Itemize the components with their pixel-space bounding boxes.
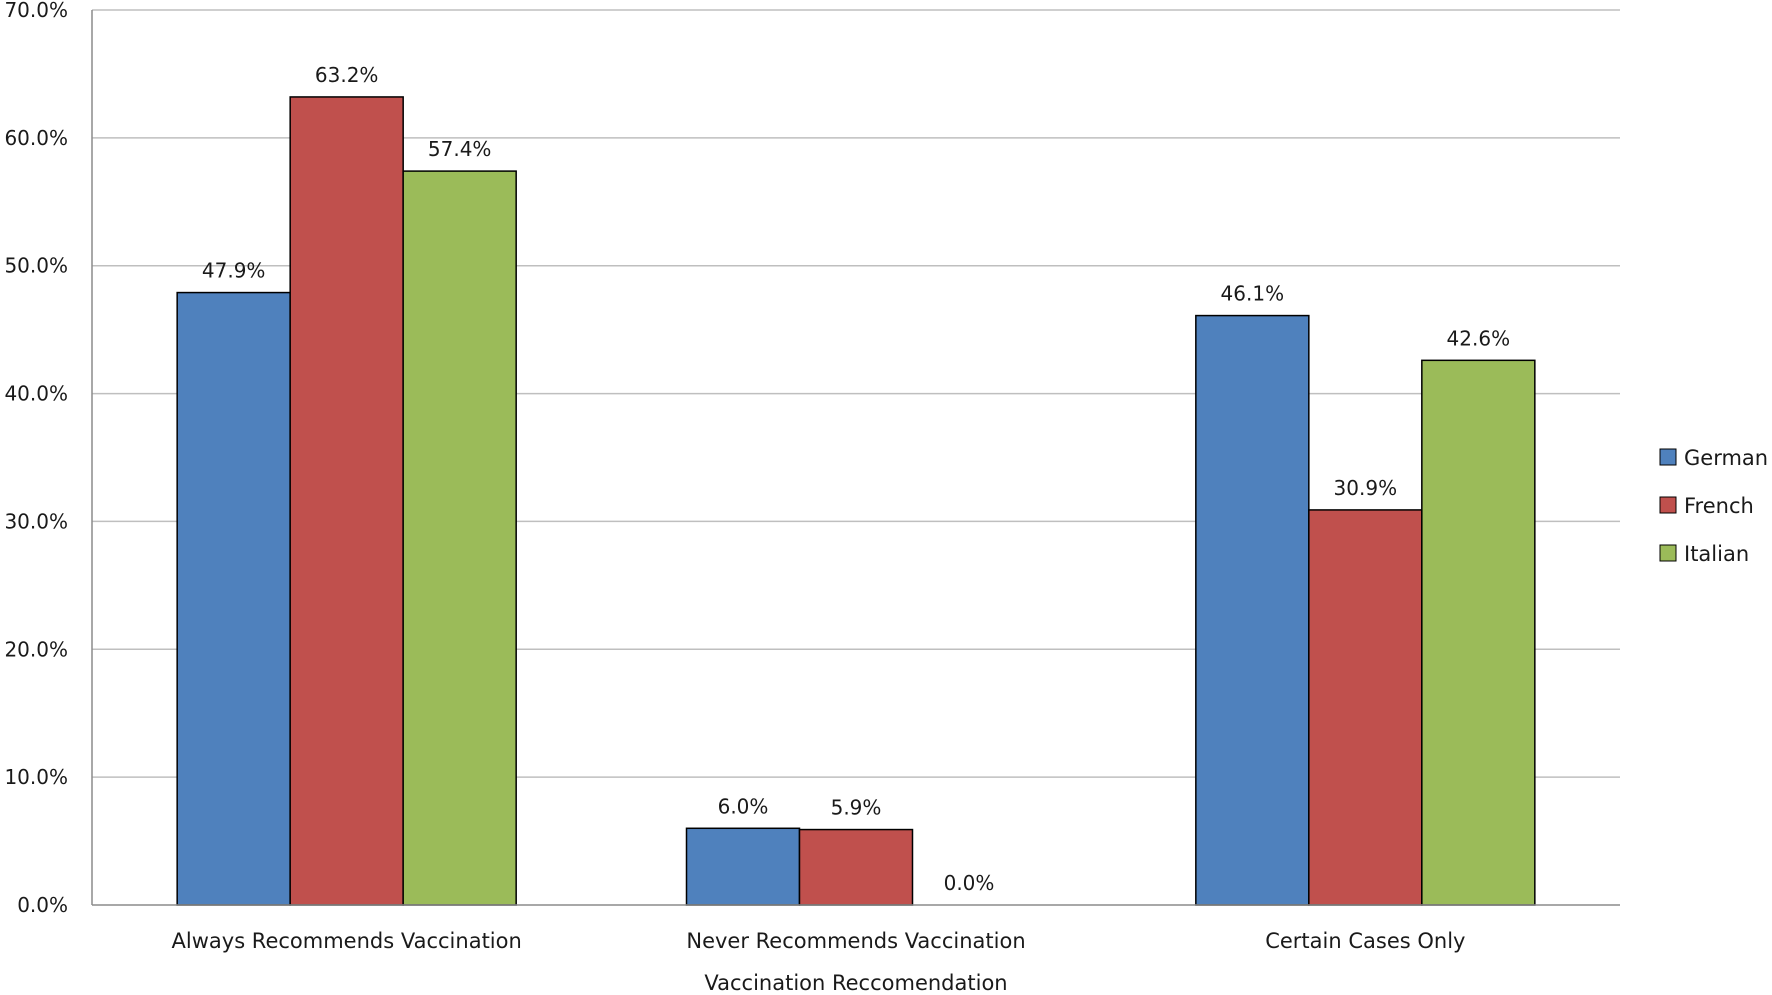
data-label: 42.6% — [1447, 326, 1511, 350]
x-category-label: Certain Cases Only — [1265, 929, 1465, 953]
data-label: 6.0% — [718, 794, 769, 818]
x-category-label: Never Recommends Vaccination — [686, 929, 1025, 953]
y-tick-label: 40.0% — [4, 382, 68, 406]
data-label: 57.4% — [428, 137, 492, 161]
y-tick-label: 20.0% — [4, 637, 68, 661]
bar-german-3 — [1195, 314, 1310, 906]
legend-label-german: German — [1684, 446, 1768, 470]
y-axis-tick-labels: 0.0% 10.0% 20.0% 30.0% 40.0% 50.0% 60.0% 70.0% — [4, 0, 68, 917]
data-label: 30.9% — [1334, 476, 1398, 500]
bar-french-3 — [1308, 509, 1423, 906]
bar-german-2 — [685, 827, 801, 906]
data-label: 47.9% — [202, 259, 266, 283]
legend-swatch-german — [1659, 448, 1677, 466]
legend-label-italian: Italian — [1684, 542, 1749, 566]
y-tick-label: 70.0% — [4, 0, 68, 22]
bar-italian-1 — [402, 170, 517, 906]
y-tick-label: 0.0% — [17, 893, 68, 917]
y-tick-label: 30.0% — [4, 509, 68, 533]
x-axis-title: Vaccination Reccomendation — [704, 971, 1007, 995]
bars — [176, 96, 1536, 906]
legend-swatch-french — [1659, 496, 1677, 514]
y-tick-label: 50.0% — [4, 254, 68, 278]
y-tick-label: 60.0% — [4, 126, 68, 150]
x-axis-category-labels: Always Recommends Vaccination Never Recom… — [172, 929, 1466, 953]
legend: German French Italian — [1659, 446, 1768, 566]
data-label: 63.2% — [315, 63, 379, 87]
bar-french-2 — [798, 828, 914, 906]
legend-swatch-italian — [1659, 544, 1677, 562]
data-label: 46.1% — [1221, 282, 1285, 306]
data-label: 5.9% — [831, 796, 882, 820]
bar-french-1 — [289, 96, 404, 906]
y-tick-label: 10.0% — [4, 765, 68, 789]
data-labels: 47.9% 63.2% 57.4% 6.0% 5.9% 0.0% 46.1% 30.9% 42.… — [202, 63, 1510, 895]
data-label: 0.0% — [944, 871, 995, 895]
x-category-label: Always Recommends Vaccination — [172, 929, 522, 953]
bar-german-1 — [176, 291, 291, 906]
bar-italian-3 — [1421, 359, 1536, 906]
legend-label-french: French — [1684, 494, 1754, 518]
